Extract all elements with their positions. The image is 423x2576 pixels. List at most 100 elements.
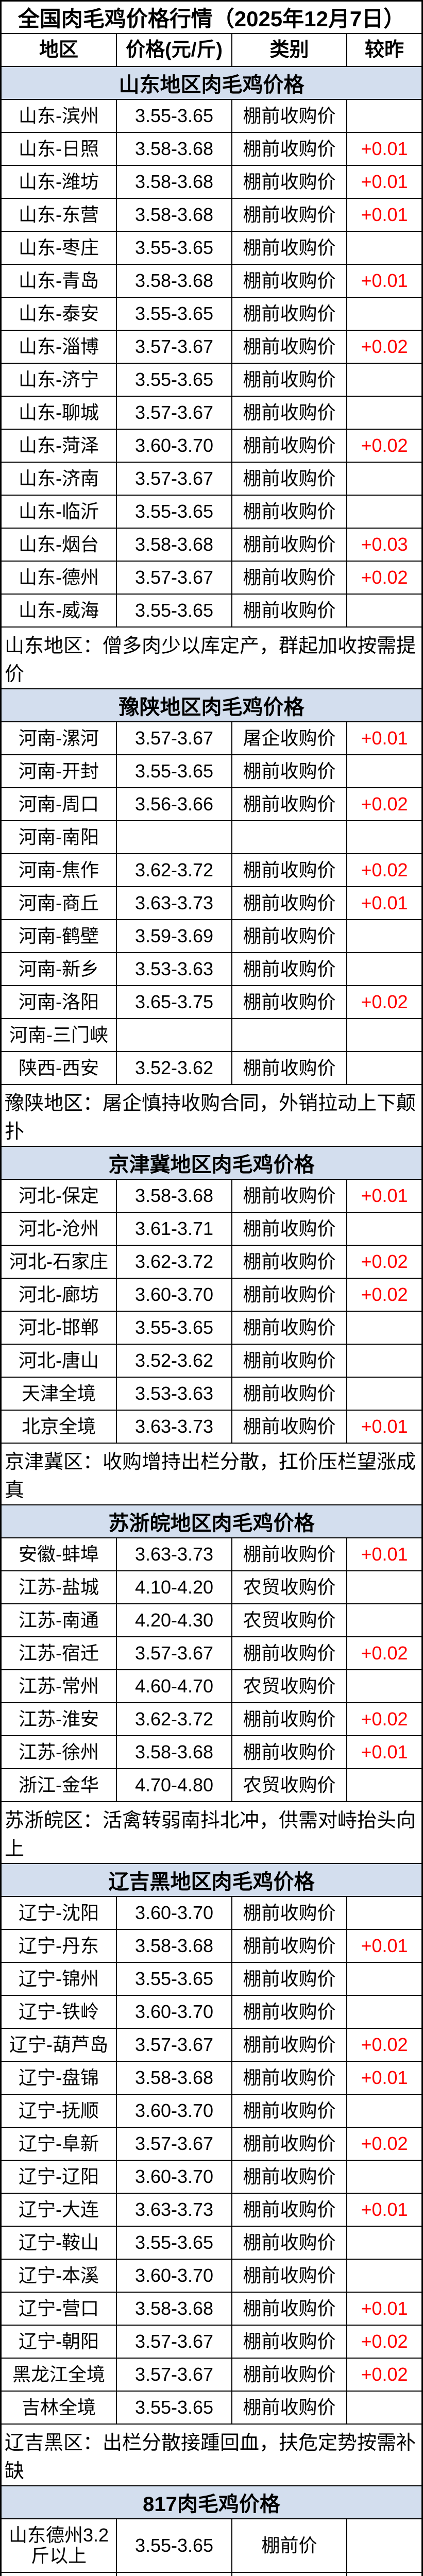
cell-price: 3.57-3.67 (117, 562, 232, 594)
cell-price: 3.65-3.75 (117, 2573, 232, 2576)
cell-category: 棚前收购价 (232, 1996, 347, 2028)
cell-price: 3.52-3.62 (117, 1345, 232, 1377)
table-row: 河南-三门峡 (2, 1019, 421, 1052)
cell-change (347, 463, 421, 495)
cell-price: 3.60-3.70 (117, 430, 232, 462)
table-row: 山东-临沂 3.55-3.65 棚前收购价 (2, 496, 421, 529)
cell-category: 棚前收购价 (232, 265, 347, 297)
cell-price: 3.55-3.65 (117, 2519, 232, 2572)
cell-change: +0.03 (361, 533, 408, 555)
cell-price: 3.57-3.67 (117, 2326, 232, 2358)
cell-region: 山东-威海 (2, 595, 117, 626)
cell-category: 棚前收购价 (232, 1213, 347, 1245)
cell-region: 江苏-南通 (2, 1604, 117, 1636)
cell-region: 河北-唐山 (2, 1345, 117, 1377)
table-row: 辽宁-沈阳 3.60-3.70 棚前收购价 (2, 1897, 421, 1930)
table-row: 辽宁-辽阳 3.60-3.70 棚前收购价 (2, 2161, 421, 2194)
cell-category: 农贸收购价 (232, 1670, 347, 1702)
cell-price: 3.55-3.65 (117, 1312, 232, 1344)
cell-region: 河北-石家庄 (2, 1246, 117, 1278)
cell-change: +0.02 (361, 434, 408, 456)
cell-region: 吉林全境 (2, 2392, 117, 2424)
cell-price: 3.57-3.67 (117, 397, 232, 429)
table-row: 辽宁-丹东 3.58-3.68 棚前收购价 +0.01 (2, 1930, 421, 1963)
table-row: 辽宁-葫芦岛 3.57-3.67 棚前收购价 +0.02 (2, 2029, 421, 2062)
cell-change: +0.02 (361, 566, 408, 588)
cell-region: 河南-鹤壁 (2, 920, 117, 952)
table-row: 辽宁-盘锦 3.58-3.68 棚前收购价 +0.01 (2, 2062, 421, 2095)
cell-region: 小规格1.50-1.70斤 (2, 2573, 117, 2576)
cell-change: +0.02 (361, 991, 408, 1012)
cell-price: 3.58-3.68 (117, 265, 232, 297)
cell-region: 山东-滨州 (2, 100, 117, 132)
cell-category: 棚前收购价 (232, 364, 347, 396)
cell-region: 山东-东营 (2, 199, 117, 231)
cell-change: +0.02 (361, 1642, 408, 1664)
cell-category: 屠企收购价 (232, 722, 347, 754)
section-note: 苏浙皖区：活禽转弱南抖北冲，供需对峙抬头向上 (2, 1802, 421, 1864)
cell-category: 农贸收购价 (232, 1571, 347, 1603)
cell-category: 棚前收购价 (232, 920, 347, 952)
table-row: 天津全境 3.53-3.63 棚前收购价 (2, 1378, 421, 1411)
cell-region: 辽宁-阜新 (2, 2128, 117, 2160)
table-row: 江苏-淮安 3.62-3.72 棚前收购价 +0.02 (2, 1703, 421, 1736)
cell-change (347, 821, 421, 853)
cell-region: 黑龙江全境 (2, 2359, 117, 2391)
cell-region: 辽宁-盘锦 (2, 2062, 117, 2094)
cell-price (117, 821, 232, 853)
table-row: 河北-廊坊 3.60-3.70 棚前收购价 +0.02 (2, 1279, 421, 1312)
cell-region: 辽宁-抚顺 (2, 2095, 117, 2127)
cell-category: 棚前收购价 (232, 1637, 347, 1669)
cell-change (347, 1769, 421, 1801)
cell-change: +0.02 (361, 2330, 408, 2352)
cell-category: 棚前收购价 (232, 529, 347, 561)
table-row: 江苏-徐州 3.58-3.68 棚前收购价 +0.01 (2, 1736, 421, 1769)
cell-change (347, 100, 421, 132)
cell-price: 3.60-3.70 (117, 2260, 232, 2292)
cell-category: 棚前价 (232, 2519, 347, 2572)
cell-change (347, 2260, 421, 2292)
cell-price: 3.58-3.68 (117, 1930, 232, 1962)
cell-price: 4.70-4.80 (117, 1769, 232, 1801)
table-row: 安徽-蚌埠 3.63-3.73 棚前收购价 +0.01 (2, 1538, 421, 1571)
table-row: 山东-滨州 3.55-3.65 棚前收购价 (2, 100, 421, 133)
cell-price: 3.62-3.72 (117, 1246, 232, 1278)
cell-change (347, 1213, 421, 1245)
cell-price: 3.63-3.73 (117, 2194, 232, 2226)
cell-region: 河北-沧州 (2, 1213, 117, 1245)
cell-price: 3.62-3.72 (117, 1703, 232, 1735)
cell-region: 河南-商丘 (2, 887, 117, 919)
cell-change: +0.01 (361, 1935, 408, 1956)
cell-change (347, 2095, 421, 2127)
cell-category: 棚前收购价 (232, 788, 347, 820)
cell-category: 棚前收购价 (232, 1897, 347, 1929)
cell-region: 河南-三门峡 (2, 1019, 117, 1051)
cell-category: 棚前收购价 (232, 331, 347, 363)
cell-change (347, 2161, 421, 2193)
table-row: 辽宁-鞍山 3.55-3.65 棚前收购价 (2, 2227, 421, 2260)
cell-change (347, 2573, 421, 2576)
table-row: 河北-石家庄 3.62-3.72 棚前收购价 +0.02 (2, 1246, 421, 1279)
cell-category: 棚前收购价 (232, 2392, 347, 2424)
cell-region: 辽宁-朝阳 (2, 2326, 117, 2358)
cell-category: 棚前收购价 (232, 562, 347, 594)
table-row: 辽宁-朝阳 3.57-3.67 棚前收购价 +0.02 (2, 2326, 421, 2359)
cell-price: 3.55-3.65 (117, 755, 232, 787)
column-header-region: 地区 (2, 34, 117, 66)
cell-change (347, 595, 421, 626)
table-row: 河南-焦作 3.62-3.72 棚前收购价 +0.02 (2, 854, 421, 887)
cell-change (347, 1604, 421, 1636)
cell-change: +0.02 (361, 2363, 408, 2385)
cell-change (347, 1996, 421, 2028)
table-row: 江苏-常州 4.60-4.70 农贸收购价 (2, 1670, 421, 1703)
cell-category: 棚前收购价 (232, 463, 347, 495)
table-row: 河北-保定 3.58-3.68 棚前收购价 +0.01 (2, 1180, 421, 1213)
section-note: 京津冀区：收购增持出栏分散，扛价压栏望涨成真 (2, 1444, 421, 1505)
cell-change (347, 1052, 421, 1084)
cell-region: 辽宁-铁岭 (2, 1996, 117, 2028)
table-row: 山东-菏泽 3.60-3.70 棚前收购价 +0.02 (2, 430, 421, 463)
column-header-price: 价格(元/斤) (117, 34, 232, 66)
table-row: 河南-鹤壁 3.59-3.69 棚前收购价 (2, 920, 421, 953)
cell-region: 山东-德州 (2, 562, 117, 594)
